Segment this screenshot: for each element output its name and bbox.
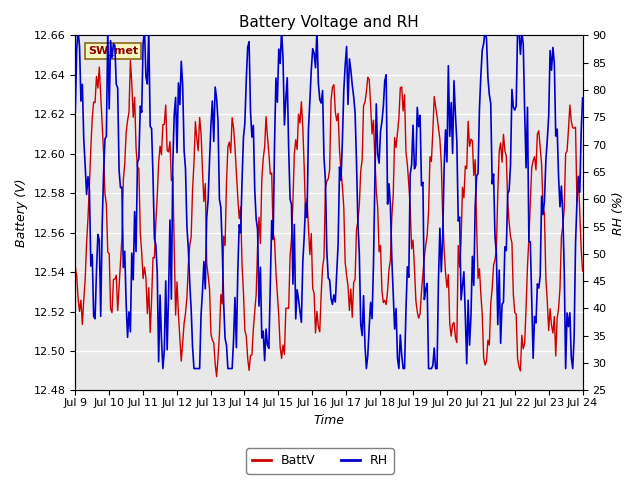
Y-axis label: Battery (V): Battery (V) xyxy=(15,179,28,247)
Text: SW_met: SW_met xyxy=(88,46,138,56)
Y-axis label: RH (%): RH (%) xyxy=(612,191,625,235)
Bar xyxy=(76,36,582,390)
X-axis label: Time: Time xyxy=(314,414,344,427)
Legend: BattV, RH: BattV, RH xyxy=(246,448,394,474)
Title: Battery Voltage and RH: Battery Voltage and RH xyxy=(239,15,419,30)
